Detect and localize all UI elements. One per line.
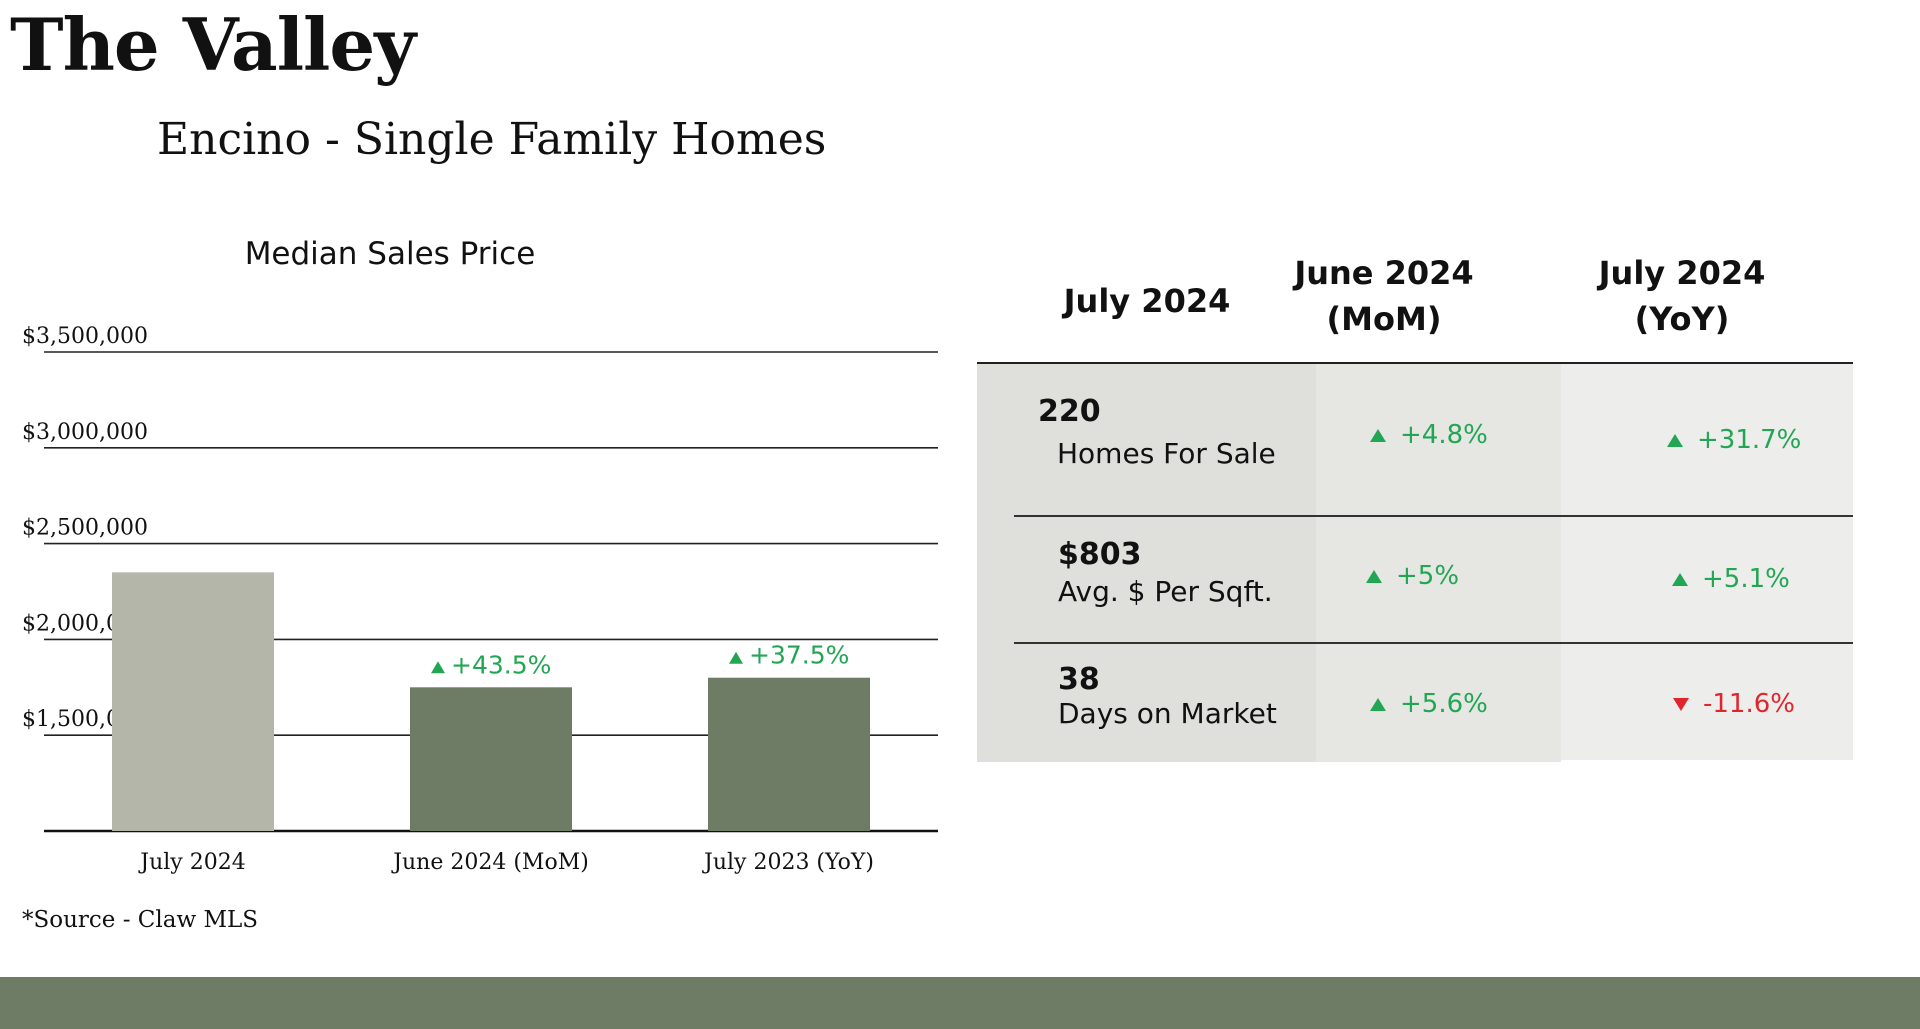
bar [410, 687, 572, 831]
table-row: $803 Avg. $ Per Sqft. +5% +5.1% [977, 517, 1853, 643]
header-mom: June 2024 (MoM) [1294, 254, 1474, 338]
column-bg-mom [1316, 364, 1561, 762]
homes-for-sale-value: 220 [1038, 394, 1101, 429]
x-tick-label: June 2024 (MoM) [391, 850, 589, 875]
arrow-up-icon [1370, 697, 1386, 711]
table-row: 38 Days on Market +5.6% -11.6% [977, 644, 1853, 762]
homes-for-sale-mom: +4.8% [1370, 420, 1488, 450]
stats-table: July 2024 June 2024 (MoM) July 2024 (YoY… [977, 250, 1853, 762]
homes-for-sale-label: Homes For Sale [1057, 437, 1276, 470]
data-label: +37.5% [749, 641, 849, 670]
arrow-up-icon [1370, 428, 1386, 442]
price-per-sqft-label: Avg. $ Per Sqft. [1058, 575, 1273, 608]
footer-bar [0, 977, 1920, 1029]
region-title: The Valley [10, 2, 416, 87]
column-bg-yoy [1561, 364, 1853, 760]
price-per-sqft-yoy: +5.1% [1672, 564, 1790, 594]
days-on-market-yoy: -11.6% [1673, 689, 1795, 719]
table-row: 220 Homes For Sale +4.8% +31.7% [977, 364, 1853, 516]
price-per-sqft-mom: +5% [1366, 561, 1459, 591]
header-yoy: July 2024 (YoY) [1598, 254, 1766, 338]
days-on-market-mom: +5.6% [1370, 689, 1488, 719]
y-tick-label: $3,000,000 [22, 420, 148, 445]
y-tick-label: $3,500,000 [22, 324, 148, 349]
header-divider [977, 362, 1853, 364]
page-subtitle: Encino - Single Family Homes [157, 114, 827, 165]
arrow-up-icon [1667, 433, 1683, 447]
bar [708, 677, 870, 831]
arrow-up-icon [1672, 572, 1688, 586]
days-on-market-label: Days on Market [1058, 697, 1277, 730]
source-note: *Source - Claw MLS [22, 907, 259, 933]
days-on-market-value: 38 [1058, 662, 1100, 697]
bar [112, 572, 274, 831]
arrow-up-icon [431, 661, 445, 674]
chart-svg: Median Sales Price $3,500,000 $3,000,000 $… [22, 236, 938, 875]
column-bg-current [977, 364, 1316, 762]
median-sales-price-chart: Median Sales Price $3,500,000 $3,000,000 $… [0, 222, 960, 942]
row-divider [1014, 642, 1853, 644]
arrow-up-icon [1366, 569, 1382, 583]
header-current: July 2024 [1063, 282, 1231, 320]
chart-title: Median Sales Price [245, 236, 536, 272]
table-body: 220 Homes For Sale +4.8% +31.7% $803 Avg… [977, 364, 1853, 762]
arrow-down-icon [1673, 697, 1689, 711]
arrow-up-icon [729, 651, 743, 664]
y-tick-label: $2,500,000 [22, 516, 148, 541]
row-divider [1014, 515, 1853, 517]
data-label: +43.5% [451, 650, 551, 679]
price-per-sqft-value: $803 [1058, 537, 1142, 572]
x-tick-label: July 2023 (YoY) [702, 850, 874, 875]
homes-for-sale-yoy: +31.7% [1667, 425, 1801, 455]
x-tick-label: July 2024 [138, 850, 245, 875]
table-header: July 2024 June 2024 (MoM) July 2024 (YoY… [977, 250, 1853, 364]
